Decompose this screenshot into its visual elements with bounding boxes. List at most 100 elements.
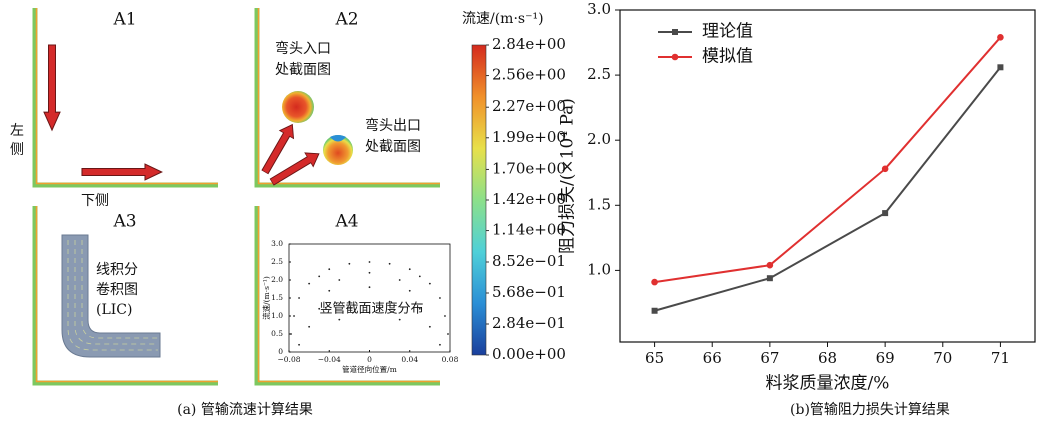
plot-frame xyxy=(620,10,1035,342)
y-tick-label: 2.0 xyxy=(271,275,283,284)
section-label: 弯头出口 xyxy=(365,117,421,134)
x-tick-label: 69 xyxy=(876,349,895,367)
marker xyxy=(997,64,1003,70)
x-tick-label: 0.04 xyxy=(401,355,418,364)
colorbar-tick-label: 1.70e+00 xyxy=(492,159,566,177)
colorbar-tick-label: 2.27e+00 xyxy=(492,97,566,115)
panel-label: A3 xyxy=(112,212,136,232)
point xyxy=(409,290,411,292)
legend-label: 模拟值 xyxy=(702,47,753,67)
point xyxy=(308,283,310,285)
y-tick-label: 0 xyxy=(278,347,283,356)
colorbar-tick-label: 2.84e+00 xyxy=(492,35,566,53)
lic-label: 线积分 xyxy=(96,262,138,278)
point xyxy=(419,276,421,278)
panel-label: A1 xyxy=(112,10,136,30)
caption: (a) 管输流速计算结果 xyxy=(177,402,313,418)
panel-label: A4 xyxy=(334,212,358,232)
marker xyxy=(767,275,773,281)
point xyxy=(439,344,441,346)
y-tick-label: 2.0 xyxy=(587,130,611,148)
marker xyxy=(651,279,658,286)
colorbar-tick-label: 0.00e+00 xyxy=(492,345,566,363)
point xyxy=(298,344,300,346)
marker xyxy=(997,34,1004,41)
colorbar-tick-label: 1.14e+00 xyxy=(492,221,566,239)
point xyxy=(399,279,401,281)
figure: A1 A2 A3 A4 左 侧 下侧 弯头入口 处截面图 弯头出口 处截面图 线… xyxy=(0,0,1053,426)
x-tick-label: 68 xyxy=(818,349,837,367)
side-label: 侧 xyxy=(10,142,24,158)
x-tick-label: 67 xyxy=(760,349,779,367)
section-label: 弯头入口 xyxy=(275,40,331,57)
x-axis-label: 管道径向位置/m xyxy=(342,364,397,374)
x-axis-label: 料浆质量浓度/% xyxy=(766,374,890,394)
marker xyxy=(882,166,889,173)
caption: (b)管输阻力损失计算结果 xyxy=(790,402,950,418)
legend-marker xyxy=(672,29,678,35)
side-label: 左 xyxy=(10,123,24,139)
x-tick-label: 66 xyxy=(703,349,722,367)
point xyxy=(389,263,391,265)
point xyxy=(338,319,340,321)
flow-arrow xyxy=(44,45,60,130)
y-tick-label: 1.5 xyxy=(271,293,283,302)
y-tick-label: 2.5 xyxy=(271,257,283,266)
y-tick-label: 0.5 xyxy=(271,329,283,338)
point xyxy=(439,297,441,299)
y-axis-label: 流速/(m·s⁻¹) xyxy=(261,276,271,320)
flow-arrow xyxy=(82,164,162,180)
marker xyxy=(767,262,774,269)
x-tick-label: 70 xyxy=(933,349,952,367)
legend-marker xyxy=(672,54,679,61)
point xyxy=(369,272,371,274)
x-tick-label: −0.04 xyxy=(318,355,341,364)
point xyxy=(447,333,449,335)
point xyxy=(429,326,431,328)
point xyxy=(409,268,411,270)
point xyxy=(444,315,446,317)
point xyxy=(328,290,330,292)
colorbar-tick-label: 1.42e+00 xyxy=(492,190,566,208)
colorbar-title: 流速/(m·s⁻¹) xyxy=(462,11,544,27)
y-tick-label: 1.5 xyxy=(587,195,611,213)
y-axis-label: 阻力损失/(×10⁴ Pa) xyxy=(558,98,578,254)
colorbar-tick-label: 2.84e−01 xyxy=(492,314,566,332)
y-tick-label: 1.0 xyxy=(587,260,611,278)
colorbar-tick-label: 8.52e−01 xyxy=(492,252,566,270)
x-tick-label: −0.08 xyxy=(278,355,301,364)
y-tick-label: 2.5 xyxy=(587,65,611,83)
annotation: 竖管截面速度分布 xyxy=(319,300,423,316)
section-label: 处截面图 xyxy=(275,62,331,78)
chart: 65 66 67 68 69 70 71 1.0 1.5 2.0 2.5 3.0 料浆质量浓度/% 阻力损… xyxy=(558,0,1036,418)
x-tick-label: 0 xyxy=(367,355,372,364)
point xyxy=(293,315,295,317)
point xyxy=(290,333,292,335)
x-tick-label: 65 xyxy=(645,349,664,367)
point xyxy=(348,263,350,265)
lic-label: 卷积图 xyxy=(96,282,138,298)
legend-label: 理论值 xyxy=(702,22,753,42)
point xyxy=(338,279,340,281)
marker xyxy=(882,210,888,216)
point xyxy=(369,286,371,288)
point xyxy=(399,319,401,321)
point xyxy=(369,261,371,263)
colorbar-tick-label: 1.99e+00 xyxy=(492,128,566,146)
y-tick-label: 3.0 xyxy=(587,0,611,18)
colorbar-tick-label: 2.56e+00 xyxy=(492,66,566,84)
point xyxy=(298,297,300,299)
point xyxy=(318,276,320,278)
point xyxy=(328,268,330,270)
plot-frame xyxy=(289,244,450,352)
inlet-section xyxy=(282,91,314,123)
point xyxy=(308,326,310,328)
x-tick-label: 71 xyxy=(991,349,1010,367)
marker xyxy=(652,308,658,314)
y-tick-label: 3.0 xyxy=(271,239,283,248)
section-label: 处截面图 xyxy=(365,139,421,155)
colorbar xyxy=(472,45,486,355)
pipe-a1 xyxy=(35,8,218,185)
lic-label: (LIC) xyxy=(96,302,132,318)
